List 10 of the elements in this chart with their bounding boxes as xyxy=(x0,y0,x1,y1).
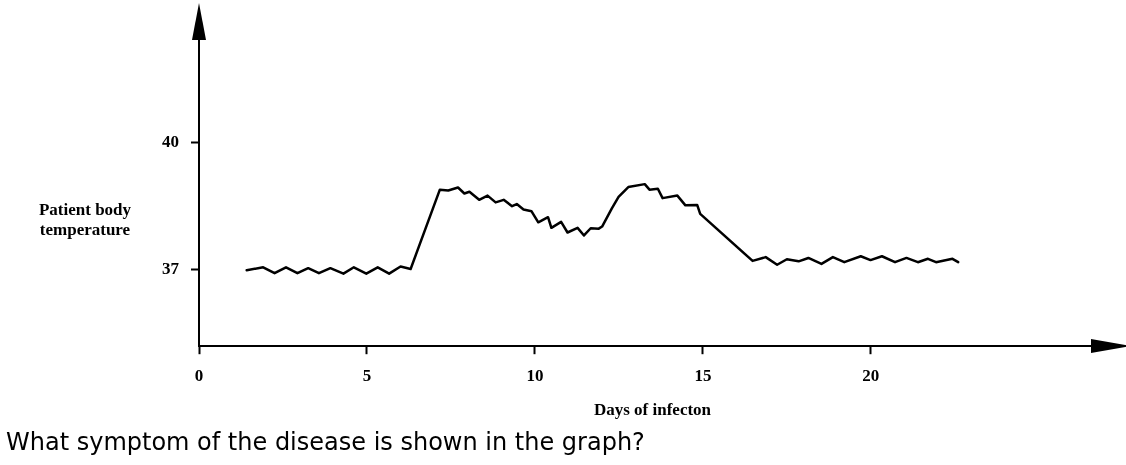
x-axis-title: Days of infecton xyxy=(593,400,712,420)
x-tick-label: 20 xyxy=(862,365,880,385)
x-tick-label: 0 xyxy=(194,365,204,385)
text: What symptom of the disease is shown in the graph? xyxy=(6,428,645,456)
x-tick-label: 15 xyxy=(694,365,712,385)
y-axis-title: Patient body temperature xyxy=(37,200,133,240)
y-tick-label: 37 xyxy=(162,259,180,279)
x-tick-label: 10 xyxy=(526,365,544,385)
y-tick-label: 40 xyxy=(162,131,179,151)
x-tick-label: 5 xyxy=(362,365,372,385)
